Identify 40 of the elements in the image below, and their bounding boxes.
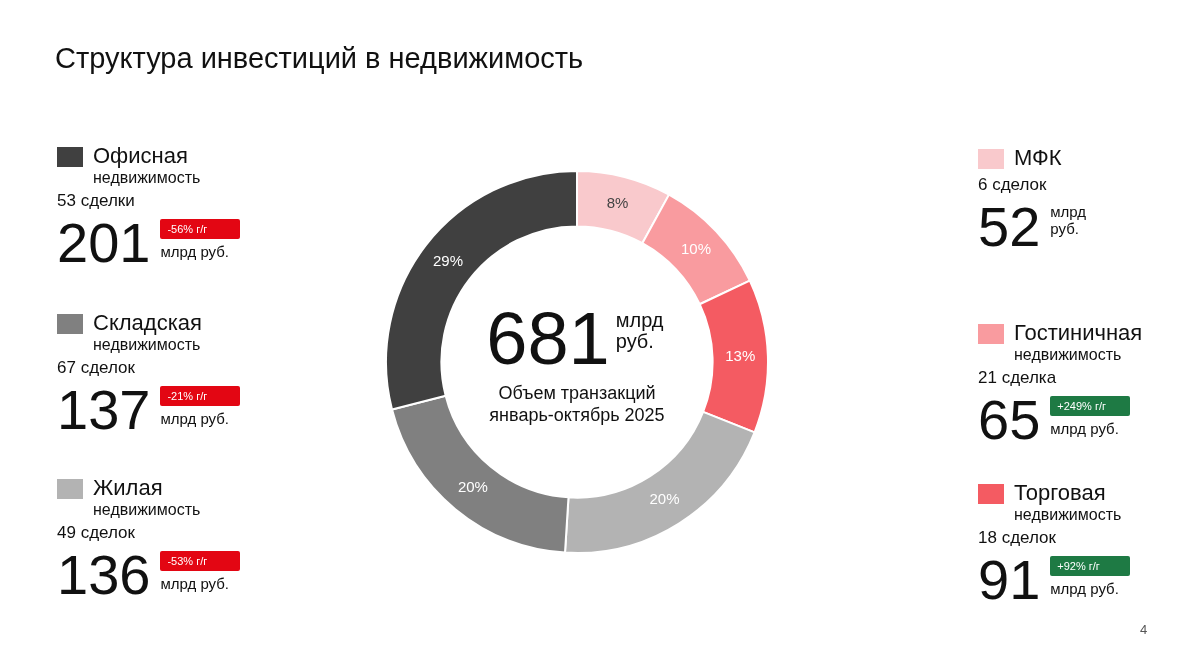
text: 65: [978, 388, 1041, 451]
text: млрд руб.: [1050, 580, 1119, 597]
legend-label: Гостиничная недвижимость: [1014, 320, 1143, 364]
text: 53 сделки: [57, 191, 135, 210]
legend-label: МФК: [1014, 145, 1062, 171]
legend-label: Жилая недвижимость: [93, 475, 201, 519]
data-label: 29%: [432, 252, 463, 270]
text: млрд руб.: [160, 243, 230, 260]
text: 67 сделок: [57, 358, 135, 377]
text: 52: [978, 195, 1041, 258]
text: млрд руб.: [1050, 203, 1087, 237]
data-label: 10%: [681, 240, 712, 258]
text: 6 сделок: [978, 175, 1047, 194]
text: +92% г/г: [1057, 560, 1100, 572]
text: млрд руб.: [160, 410, 230, 427]
legend-label: Торговая недвижимость: [1014, 480, 1122, 524]
text: 136: [57, 543, 151, 606]
legend-label: Офисная недвижимость: [93, 143, 201, 187]
text: 91: [978, 548, 1041, 611]
text: -53% г/г: [167, 555, 208, 567]
chart-title: Структура инвестиций в недвижимость: [55, 42, 584, 75]
text: 18 сделок: [978, 528, 1056, 547]
text: 137: [57, 378, 151, 441]
data-label: 13%: [725, 347, 756, 365]
legend-label: Складская недвижимость: [93, 310, 202, 354]
text: млрд руб.: [160, 575, 230, 592]
text: 21 сделка: [978, 368, 1057, 387]
text: Объем транзакций январь-октябрь 2025: [488, 382, 666, 426]
text: 201: [57, 211, 151, 274]
text: 681: [486, 297, 610, 380]
data-label: 20%: [457, 477, 488, 495]
text: +249% г/г: [1057, 400, 1106, 412]
text: 49 сделок: [57, 523, 135, 542]
data-label: 20%: [649, 490, 680, 508]
text: млрд руб.: [615, 309, 664, 352]
text: -21% г/г: [167, 390, 208, 402]
text: 4: [1140, 622, 1148, 637]
text: млрд руб.: [1050, 420, 1120, 437]
text: -56% г/г: [167, 223, 208, 235]
data-label: 8%: [606, 193, 629, 211]
